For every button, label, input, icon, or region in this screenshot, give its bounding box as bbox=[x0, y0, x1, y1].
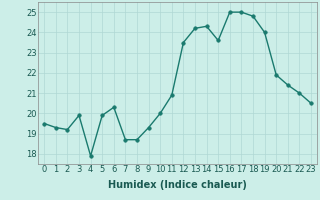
X-axis label: Humidex (Indice chaleur): Humidex (Indice chaleur) bbox=[108, 180, 247, 190]
